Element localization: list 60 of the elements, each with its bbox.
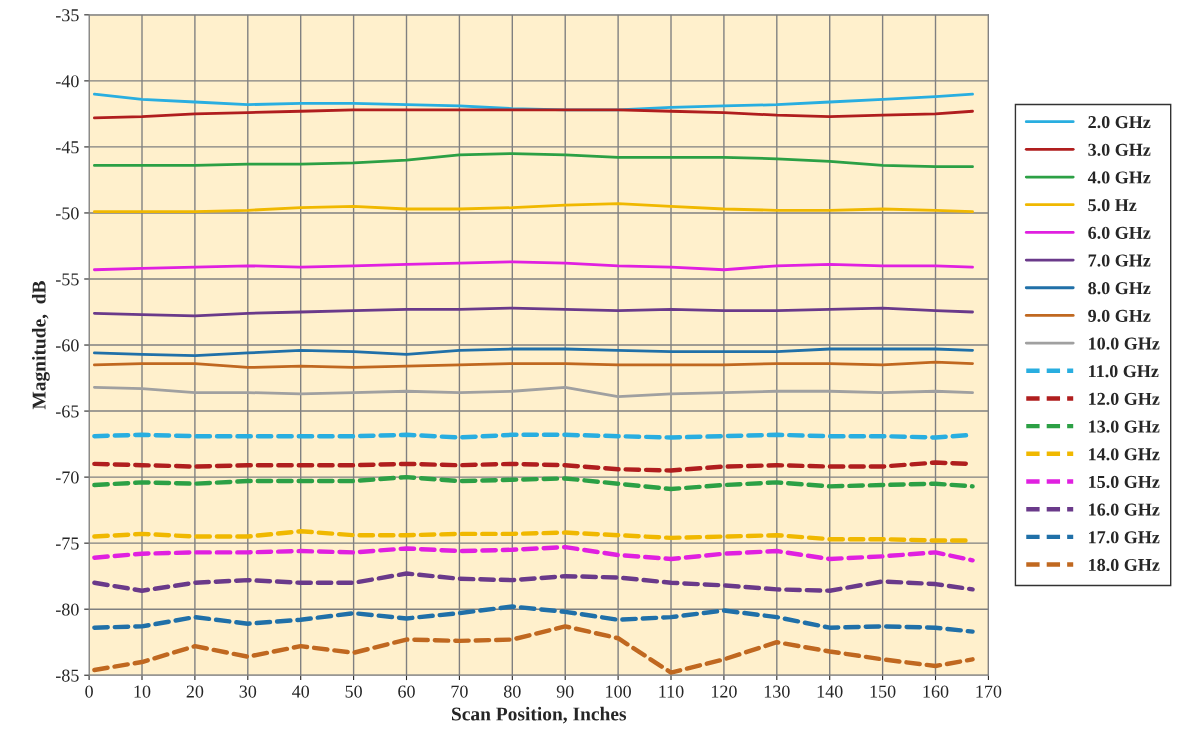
x-tick-label: 20 (186, 685, 204, 698)
y-tick-label: -70 (55, 471, 79, 484)
line-series (92, 624, 975, 675)
legend-label: 15.0 GHz (1089, 475, 1160, 489)
legend-label: 2.0 GHz (1088, 115, 1151, 129)
x-tick-label: 150 (870, 685, 896, 698)
y-tick-label: -50 (55, 207, 79, 220)
line-series (93, 108, 974, 120)
x-tick-label: 90 (556, 685, 574, 698)
legend-label: 9.0 GHz (1088, 309, 1151, 322)
x-tick-label: 170 (976, 685, 1002, 698)
legend-label: 6.0 GHz (1088, 226, 1151, 239)
y-tick-label: -55 (55, 273, 79, 286)
legend-label: 7.0 GHz (1088, 254, 1151, 267)
x-tick-label: 0 (85, 685, 93, 698)
legend-label: 5.0 Hz (1088, 199, 1137, 212)
x-tick-label: 120 (711, 685, 737, 698)
x-tick-label: 130 (764, 685, 790, 698)
line-series (93, 385, 974, 398)
legend-label: 14.0 GHz (1089, 448, 1160, 461)
y-tick-label: -80 (55, 603, 79, 616)
y-tick-label: -85 (55, 669, 79, 682)
line-series (92, 604, 975, 634)
y-tick-label: -60 (55, 339, 79, 352)
x-tick-label: 110 (659, 685, 684, 698)
line-series (92, 571, 975, 593)
line-series (93, 152, 974, 169)
x-tick-label: 80 (503, 685, 521, 698)
x-axis-title: Scan Position, Inches (452, 706, 627, 724)
y-tick-label: -65 (55, 405, 79, 418)
legend-label: 10.0 GHz (1089, 337, 1160, 350)
line-series (92, 544, 975, 563)
legend-label: 18.0 GHz (1089, 558, 1160, 572)
legend-label: 3.0 GHz (1088, 143, 1151, 156)
y-tick-label: -35 (55, 9, 79, 22)
x-tick-label: 60 (398, 685, 415, 698)
line-series (93, 306, 974, 318)
y-tick-label: -45 (55, 141, 79, 154)
line-series (92, 474, 975, 492)
x-tick-label: 160 (923, 685, 949, 698)
legend-label: 8.0 GHz (1088, 282, 1151, 295)
legend-label: 17.0 GHz (1089, 531, 1160, 544)
y-axis-title: Magnitude, dB (31, 281, 50, 410)
legend-label: 11.0 GHz (1089, 365, 1159, 378)
legend-label: 16.0 GHz (1089, 503, 1160, 516)
line-series (93, 347, 974, 357)
x-tick-label: 100 (606, 685, 631, 698)
x-tick-label: 70 (451, 685, 468, 698)
legend-label: 13.0 GHz (1089, 420, 1160, 433)
x-tick-label: 40 (292, 685, 310, 698)
x-tick-label: 30 (239, 685, 257, 698)
y-tick-label: -40 (55, 75, 79, 88)
x-tick-label: 10 (134, 685, 151, 698)
line-series (93, 202, 974, 214)
legend-label: 4.0 GHz (1087, 171, 1151, 184)
x-tick-label: 50 (345, 685, 362, 698)
legend-label: 12.0 GHz (1089, 392, 1160, 406)
x-tick-label: 140 (817, 685, 843, 698)
line-series (93, 260, 974, 272)
y-tick-label: -75 (55, 537, 79, 550)
